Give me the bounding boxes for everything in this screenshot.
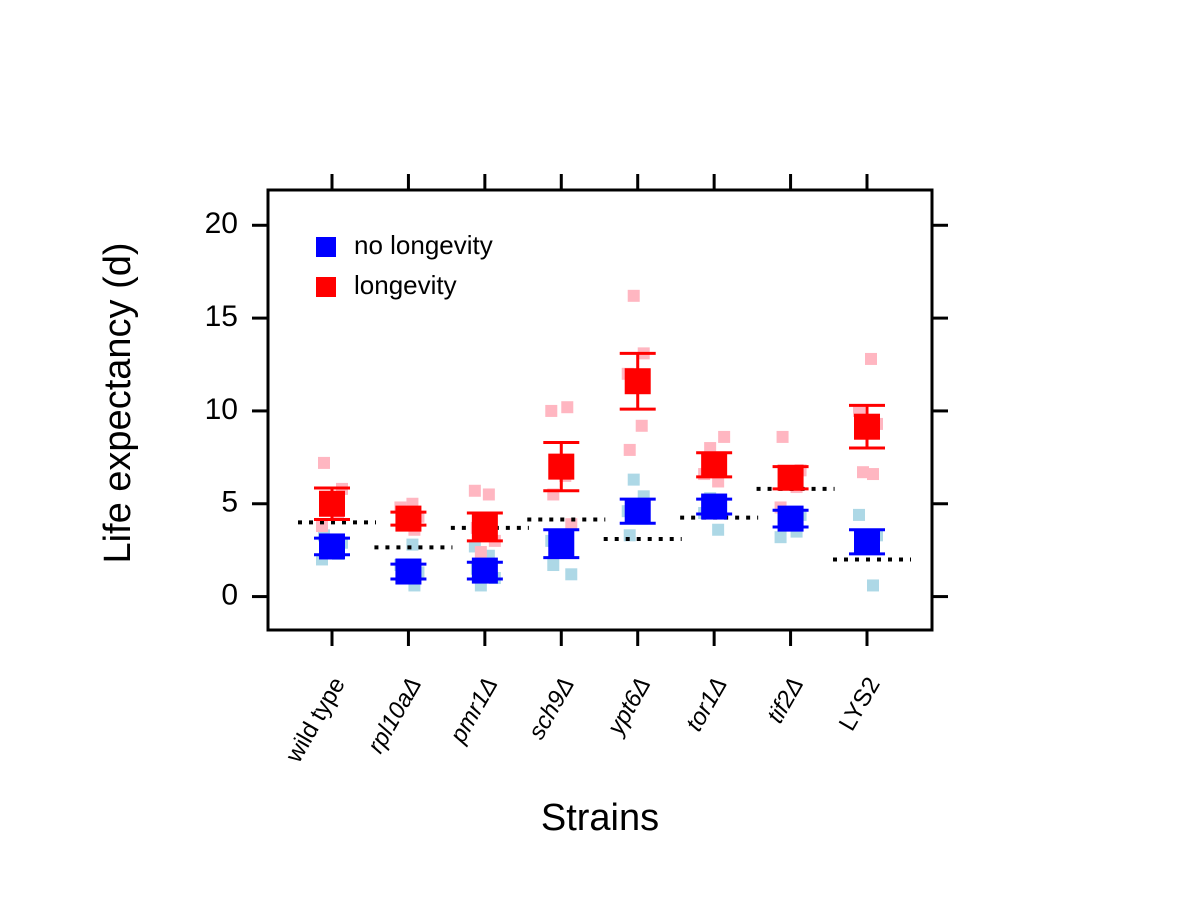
raw-point — [865, 352, 877, 365]
raw-point — [482, 488, 495, 501]
raw-point — [704, 442, 717, 455]
mean-marker — [777, 464, 804, 491]
x-tick-label: sch9Δ — [523, 673, 580, 744]
x-tick-label: LYS2 — [834, 673, 886, 736]
raw-point — [316, 520, 328, 533]
y-tick-label: 0 — [221, 579, 238, 612]
raw-point — [635, 419, 648, 432]
raw-point — [857, 466, 869, 479]
mean-marker — [701, 493, 728, 520]
x-tick-label: rpl10aΔ — [362, 673, 427, 758]
mean-marker — [854, 528, 880, 555]
y-tick-label: 10 — [205, 393, 238, 426]
raw-point — [561, 401, 574, 414]
y-tick-label: 5 — [221, 486, 238, 519]
raw-point — [718, 430, 731, 443]
raw-point — [627, 289, 640, 302]
mean-marker — [701, 451, 728, 478]
raw-point — [776, 430, 789, 443]
raw-point — [468, 484, 481, 497]
mean-marker — [854, 413, 880, 440]
raw-point — [867, 468, 879, 481]
raw-point — [712, 475, 725, 488]
raw-point — [318, 456, 330, 469]
legend-label: no longevity — [354, 230, 493, 260]
mean-marker — [548, 453, 575, 480]
raw-point — [474, 546, 487, 559]
raw-point — [565, 568, 578, 581]
raw-point — [867, 579, 879, 592]
mean-marker — [777, 505, 804, 532]
raw-point — [547, 559, 560, 572]
raw-point — [545, 404, 558, 417]
mean-marker — [471, 557, 498, 584]
raw-point — [774, 531, 787, 544]
mean-marker — [471, 513, 498, 540]
mean-marker — [395, 505, 422, 532]
mean-marker — [395, 558, 422, 585]
mean-marker — [319, 490, 345, 517]
raw-point — [712, 523, 725, 536]
legend-swatch — [316, 277, 336, 297]
mean-marker — [624, 368, 651, 395]
raw-point — [623, 443, 636, 456]
mean-marker — [624, 498, 651, 525]
x-tick-label: tif2Δ — [762, 673, 809, 728]
x-tick-label: ypt6Δ — [601, 673, 656, 741]
legend-swatch — [316, 237, 336, 257]
x-axis-title: Strains — [541, 797, 659, 839]
x-tick-label: tor1Δ — [681, 673, 733, 736]
x-tick-label: wild type — [280, 673, 351, 768]
y-tick-label: 15 — [205, 300, 238, 333]
y-tick-label: 20 — [205, 207, 238, 240]
mean-marker — [319, 533, 345, 560]
legend-label: longevity — [354, 270, 457, 300]
x-tick-label: pmr1Δ — [444, 673, 503, 749]
raw-point — [627, 473, 640, 486]
y-axis-title: Life expectancy (d) — [97, 242, 139, 563]
raw-point — [853, 508, 865, 521]
mean-marker — [548, 530, 575, 557]
